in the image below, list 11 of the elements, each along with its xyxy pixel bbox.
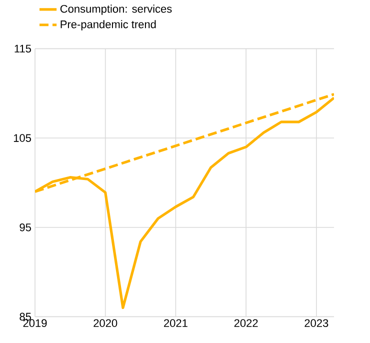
x-tick-label: 2021 xyxy=(164,319,188,328)
y-tick-label: 115 xyxy=(14,44,31,53)
y-tick-label: 85 xyxy=(20,312,31,321)
x-tick-label: 2023 xyxy=(304,319,328,328)
y-tick-label: 105 xyxy=(14,134,31,142)
legend-label: Consumption: services xyxy=(60,4,172,15)
x-tick-label: 2019 xyxy=(23,319,47,328)
legend-label: Pre-pandemic trend xyxy=(60,20,156,30)
x-tick-label: 2022 xyxy=(234,319,258,328)
y-tick-label: 95 xyxy=(20,223,31,232)
x-tick-label: 2020 xyxy=(94,319,118,328)
